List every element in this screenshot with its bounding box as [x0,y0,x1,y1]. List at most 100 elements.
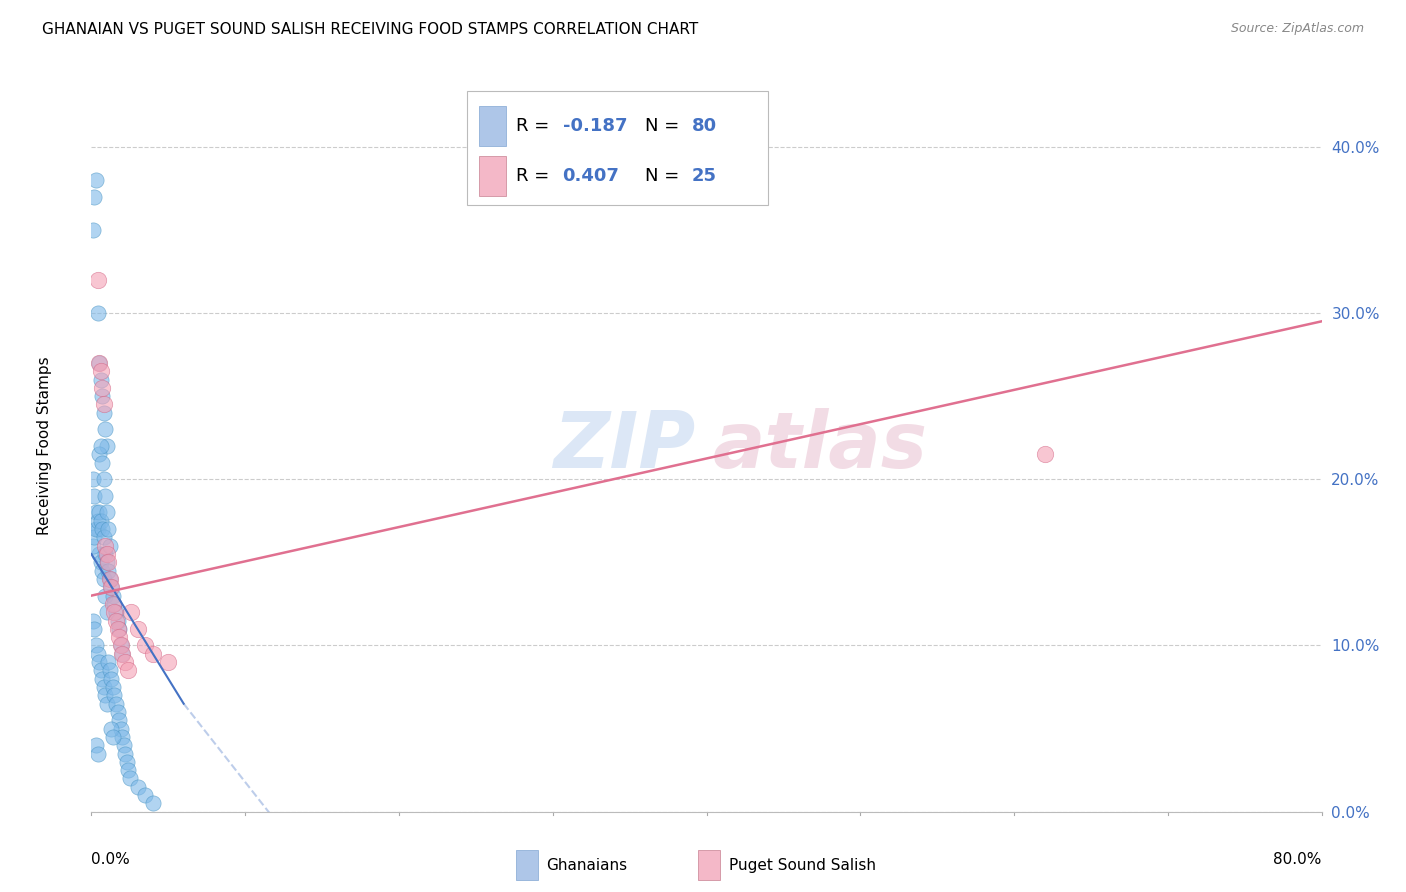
Point [105,605,127,619]
Point [87,506,110,520]
Point [110,639,132,653]
Point [83,189,105,203]
Point [96,697,118,711]
Point [93,472,115,486]
Point [83,489,105,503]
Point [93,406,115,420]
Point [91,389,114,403]
Point [96,547,118,561]
Point [101,589,124,603]
Point [96,506,118,520]
Bar [516,850,538,880]
Point [110,639,132,653]
Point [108,630,131,644]
Point [86,647,108,661]
Bar [479,155,506,196]
Point [100,580,122,594]
Point [115,755,138,769]
Text: ZIP: ZIP [553,408,695,484]
Text: 0.407: 0.407 [562,167,620,186]
Point [87,356,110,370]
Point [134,788,156,802]
Text: atlas: atlas [713,408,928,484]
Point [142,797,165,811]
Point [93,680,115,694]
Point [94,589,117,603]
Point [157,655,180,669]
Point [90,372,112,386]
Text: 80.0%: 80.0% [1274,852,1322,867]
Point [91,381,114,395]
Point [82,223,104,237]
Point [100,580,122,594]
Point [103,605,125,619]
Point [86,273,108,287]
Point [101,680,124,694]
Point [90,514,112,528]
Point [98,572,121,586]
Point [110,722,132,736]
Point [101,597,124,611]
Point [94,539,117,553]
Point [83,622,105,636]
Point [111,647,134,661]
Point [103,689,125,703]
Point [142,647,165,661]
Point [94,547,117,561]
Point [105,697,127,711]
Point [108,622,131,636]
Text: Puget Sound Salish: Puget Sound Salish [728,857,876,872]
Point [111,647,134,661]
Text: Receiving Food Stamps: Receiving Food Stamps [37,357,52,535]
Point [93,572,115,586]
Point [97,555,120,569]
Point [91,522,114,536]
Point [91,456,114,470]
Point [94,689,117,703]
Text: Ghanaians: Ghanaians [547,857,627,872]
Point [91,672,114,686]
FancyBboxPatch shape [467,91,768,204]
Point [97,655,120,669]
Point [82,472,104,486]
Point [87,447,110,461]
Point [93,530,115,544]
Point [108,714,131,728]
Point [93,397,115,411]
Point [84,506,107,520]
Point [86,522,108,536]
Point [120,605,142,619]
Bar [697,850,720,880]
Point [94,422,117,436]
Point [87,655,110,669]
Text: N =: N = [645,118,685,136]
Point [107,705,129,719]
Text: R =: R = [516,167,555,186]
Point [98,572,121,586]
Bar [479,106,506,146]
Point [100,722,122,736]
Point [82,539,104,553]
Text: N =: N = [645,167,685,186]
Point [98,539,121,553]
Point [82,614,104,628]
Text: 25: 25 [692,167,717,186]
Text: GHANAIAN VS PUGET SOUND SALISH RECEIVING FOOD STAMPS CORRELATION CHART: GHANAIAN VS PUGET SOUND SALISH RECEIVING… [42,22,699,37]
Point [1033,447,1056,461]
Point [94,489,117,503]
Point [134,639,156,653]
Point [127,622,149,636]
Text: R =: R = [516,118,555,136]
Point [107,622,129,636]
Point [127,780,149,794]
Point [114,655,136,669]
Point [114,747,136,761]
Point [90,364,112,378]
Point [83,530,105,544]
Point [112,738,135,752]
Point [98,664,121,678]
Point [87,547,110,561]
Point [111,730,134,744]
Point [86,747,108,761]
Point [90,555,112,569]
